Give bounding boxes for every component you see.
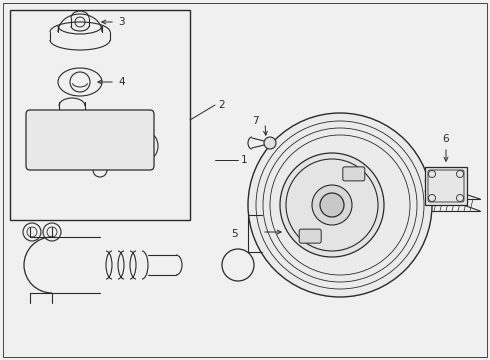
Text: 4: 4: [118, 77, 124, 87]
FancyBboxPatch shape: [26, 110, 154, 170]
Text: 5: 5: [231, 229, 238, 239]
Circle shape: [264, 137, 276, 149]
Circle shape: [222, 249, 254, 281]
Text: 6: 6: [442, 134, 449, 144]
Bar: [425, 167, 467, 205]
Bar: [10, 10, 190, 220]
FancyBboxPatch shape: [343, 167, 365, 181]
FancyBboxPatch shape: [299, 229, 321, 243]
Text: 3: 3: [118, 17, 124, 27]
Text: 7: 7: [252, 116, 259, 126]
Circle shape: [312, 185, 352, 225]
Text: 1: 1: [241, 155, 247, 165]
Text: 2: 2: [218, 100, 224, 110]
Circle shape: [248, 113, 432, 297]
Circle shape: [320, 193, 344, 217]
Circle shape: [280, 153, 384, 257]
